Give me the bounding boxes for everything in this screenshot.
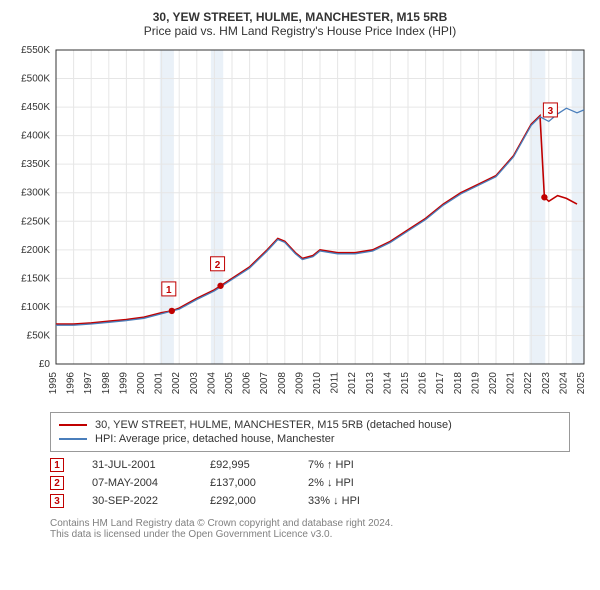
transaction-delta: 33% ↓ HPI bbox=[308, 495, 398, 507]
svg-text:2022: 2022 bbox=[523, 372, 534, 395]
legend-item: HPI: Average price, detached house, Manc… bbox=[59, 433, 561, 445]
title-line1: 30, YEW STREET, HULME, MANCHESTER, M15 5… bbox=[10, 10, 590, 24]
svg-text:£50K: £50K bbox=[27, 330, 51, 341]
transaction-date: 07-MAY-2004 bbox=[92, 477, 182, 489]
svg-text:1996: 1996 bbox=[66, 372, 77, 395]
line-chart: £0 £50K £100K £150K £200K £250K £300K £350K £400… bbox=[10, 44, 590, 404]
table-row: 2 07-MAY-2004 £137,000 2% ↓ HPI bbox=[50, 476, 570, 490]
svg-text:2003: 2003 bbox=[189, 372, 200, 395]
svg-text:2023: 2023 bbox=[541, 372, 552, 395]
svg-text:2010: 2010 bbox=[312, 372, 323, 395]
legend-item: 30, YEW STREET, HULME, MANCHESTER, M15 5… bbox=[59, 419, 561, 431]
footer-attribution: Contains HM Land Registry data © Crown c… bbox=[50, 518, 570, 540]
svg-text:1: 1 bbox=[166, 285, 172, 296]
arrow-icon: ↓ bbox=[327, 477, 333, 489]
svg-text:2001: 2001 bbox=[154, 372, 165, 395]
svg-text:2004: 2004 bbox=[206, 372, 217, 395]
chart-title: 30, YEW STREET, HULME, MANCHESTER, M15 5… bbox=[10, 10, 590, 38]
marker-box: 2 bbox=[50, 476, 64, 490]
arrow-icon: ↓ bbox=[333, 495, 339, 507]
svg-text:£500K: £500K bbox=[21, 74, 50, 85]
svg-text:2024: 2024 bbox=[558, 372, 569, 395]
table-row: 3 30-SEP-2022 £292,000 33% ↓ HPI bbox=[50, 494, 570, 508]
svg-text:£100K: £100K bbox=[21, 302, 50, 313]
transaction-date: 31-JUL-2001 bbox=[92, 459, 182, 471]
svg-text:£250K: £250K bbox=[21, 216, 50, 227]
legend-label: 30, YEW STREET, HULME, MANCHESTER, M15 5… bbox=[95, 419, 452, 431]
svg-text:2025: 2025 bbox=[576, 372, 587, 395]
svg-text:2007: 2007 bbox=[259, 372, 270, 395]
svg-text:2009: 2009 bbox=[294, 372, 305, 395]
svg-text:2016: 2016 bbox=[418, 372, 429, 395]
svg-text:2019: 2019 bbox=[470, 372, 481, 395]
svg-text:2000: 2000 bbox=[136, 372, 147, 395]
svg-text:1997: 1997 bbox=[83, 372, 94, 395]
svg-text:2020: 2020 bbox=[488, 372, 499, 395]
svg-text:£150K: £150K bbox=[21, 273, 50, 284]
transaction-delta: 7% ↑ HPI bbox=[308, 459, 398, 471]
svg-text:£200K: £200K bbox=[21, 245, 50, 256]
transaction-delta: 2% ↓ HPI bbox=[308, 477, 398, 489]
svg-text:2012: 2012 bbox=[347, 372, 358, 395]
legend-label: HPI: Average price, detached house, Manc… bbox=[95, 433, 335, 445]
svg-text:2017: 2017 bbox=[435, 372, 446, 395]
svg-text:£350K: £350K bbox=[21, 159, 50, 170]
arrow-icon: ↑ bbox=[327, 459, 333, 471]
legend-swatch bbox=[59, 424, 87, 426]
svg-text:2021: 2021 bbox=[506, 372, 517, 395]
footer-line: This data is licensed under the Open Gov… bbox=[50, 529, 570, 540]
svg-text:2006: 2006 bbox=[242, 372, 253, 395]
svg-text:£0: £0 bbox=[39, 359, 51, 370]
svg-text:2002: 2002 bbox=[171, 372, 182, 395]
svg-text:1999: 1999 bbox=[118, 372, 129, 395]
svg-text:2015: 2015 bbox=[400, 372, 411, 395]
svg-text:2018: 2018 bbox=[453, 372, 464, 395]
marker-box: 3 bbox=[50, 494, 64, 508]
svg-text:1998: 1998 bbox=[101, 372, 112, 395]
svg-text:2005: 2005 bbox=[224, 372, 235, 395]
transaction-price: £137,000 bbox=[210, 477, 280, 489]
svg-text:£450K: £450K bbox=[21, 102, 50, 113]
svg-text:3: 3 bbox=[548, 106, 554, 117]
footer-line: Contains HM Land Registry data © Crown c… bbox=[50, 518, 570, 529]
table-row: 1 31-JUL-2001 £92,995 7% ↑ HPI bbox=[50, 458, 570, 472]
transactions-table: 1 31-JUL-2001 £92,995 7% ↑ HPI 2 07-MAY-… bbox=[50, 458, 570, 508]
svg-text:2013: 2013 bbox=[365, 372, 376, 395]
svg-text:£300K: £300K bbox=[21, 188, 50, 199]
legend-swatch bbox=[59, 438, 87, 440]
svg-text:£400K: £400K bbox=[21, 131, 50, 142]
svg-text:2011: 2011 bbox=[330, 372, 341, 394]
transaction-price: £292,000 bbox=[210, 495, 280, 507]
legend: 30, YEW STREET, HULME, MANCHESTER, M15 5… bbox=[50, 412, 570, 452]
svg-text:2: 2 bbox=[215, 260, 221, 271]
transaction-price: £92,995 bbox=[210, 459, 280, 471]
svg-text:1995: 1995 bbox=[48, 372, 59, 395]
marker-box: 1 bbox=[50, 458, 64, 472]
transaction-date: 30-SEP-2022 bbox=[92, 495, 182, 507]
svg-text:2008: 2008 bbox=[277, 372, 288, 395]
svg-text:2014: 2014 bbox=[382, 372, 393, 395]
svg-text:£550K: £550K bbox=[21, 45, 50, 56]
title-line2: Price paid vs. HM Land Registry's House … bbox=[10, 24, 590, 38]
